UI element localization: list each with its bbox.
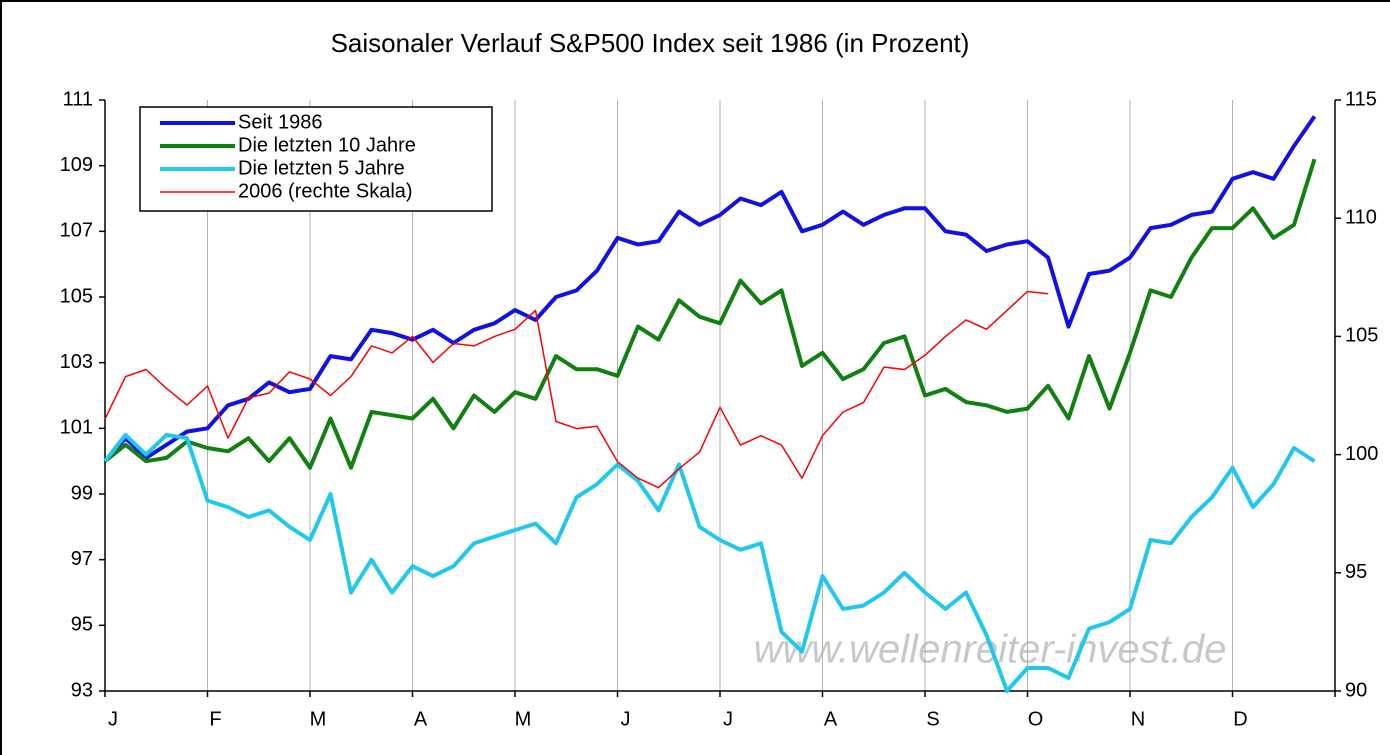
- x-tick-label: D: [1233, 708, 1247, 730]
- x-tick-label: N: [1131, 708, 1145, 730]
- y2-tick-label: 90: [1345, 679, 1367, 701]
- line-series: [103, 115, 1317, 463]
- y2-tick-label: 105: [1345, 325, 1378, 347]
- y-tick-label: 101: [60, 417, 93, 439]
- y-tick-label: 107: [60, 220, 93, 242]
- y-tick-label: 109: [60, 154, 93, 176]
- legend-label: Die letzten 5 Jahre: [238, 157, 405, 179]
- x-tick-label: J: [723, 708, 733, 730]
- x-tick-label: F: [209, 708, 221, 730]
- x-tick-label: M: [310, 708, 327, 730]
- y2-tick-label: 100: [1345, 443, 1378, 465]
- chart-title: Saisonaler Verlauf S&P500 Index seit 198…: [331, 28, 970, 58]
- y-tick-label: 97: [71, 548, 93, 570]
- y2-tick-label: 95: [1345, 561, 1367, 583]
- legend-label: Seit 1986: [238, 111, 323, 133]
- x-tick-label: J: [108, 708, 118, 730]
- y-tick-label: 103: [60, 351, 93, 373]
- y-tick-label: 105: [60, 285, 93, 307]
- y2-tick-label: 115: [1345, 88, 1377, 110]
- y-tick-label: 93: [71, 679, 93, 701]
- line-series: [103, 432, 1316, 693]
- legend-label: 2006 (rechte Skala): [238, 180, 413, 202]
- x-tick-label: J: [621, 708, 631, 730]
- line-series: [103, 158, 1317, 470]
- legend-label: Die letzten 10 Jahre: [238, 134, 416, 156]
- x-tick-label: A: [824, 708, 838, 730]
- x-tick-label: A: [414, 708, 428, 730]
- x-tick-label: O: [1028, 708, 1044, 730]
- x-tick-label: M: [515, 708, 532, 730]
- line-series: [104, 290, 1049, 489]
- y-tick-label: 95: [71, 614, 93, 636]
- x-tick-label: S: [926, 708, 939, 730]
- y-tick-label: 111: [63, 88, 93, 110]
- y2-tick-label: 110: [1345, 206, 1377, 228]
- y-tick-label: 99: [71, 482, 93, 504]
